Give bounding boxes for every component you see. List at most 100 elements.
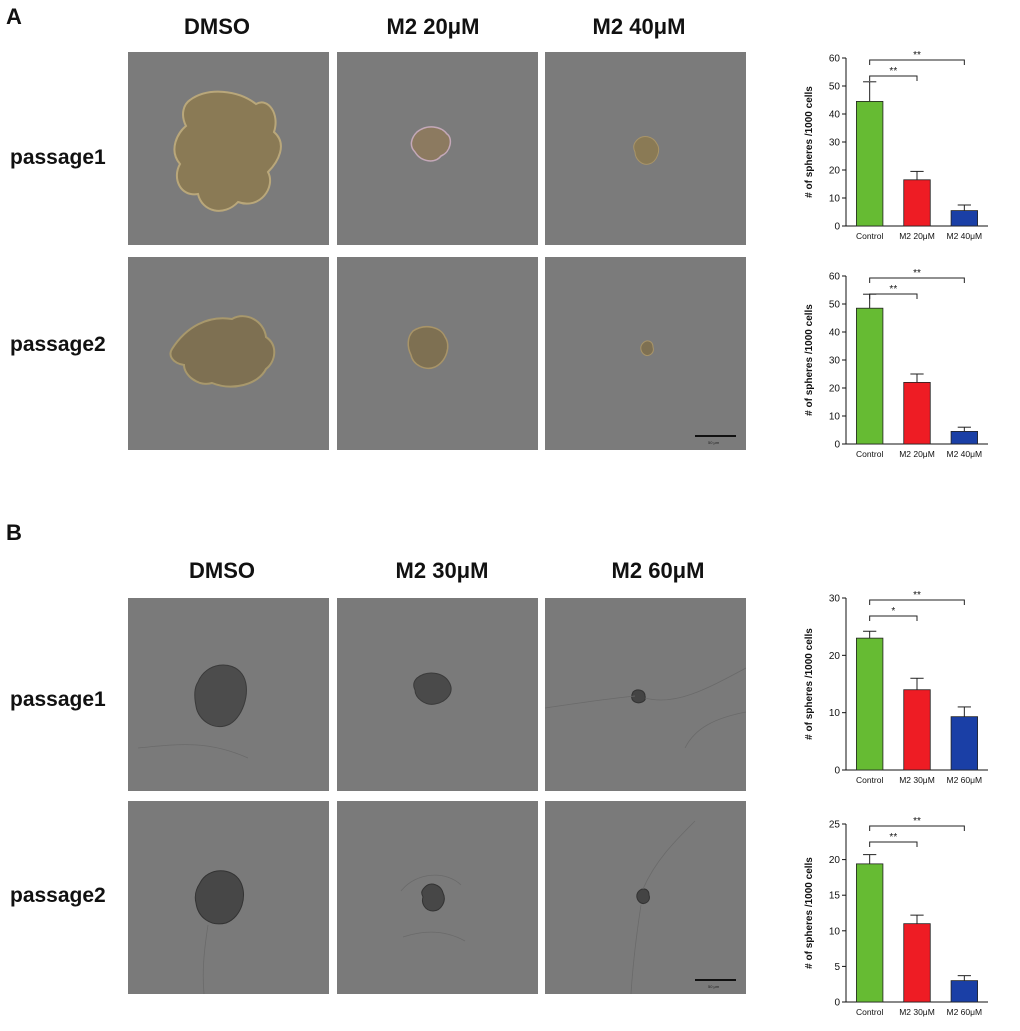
bar-2	[950, 210, 978, 227]
x-tick-label: M2 20μM	[899, 449, 935, 459]
significance-bracket	[869, 599, 965, 605]
y-tick-label: 10	[829, 708, 841, 719]
x-tick-label: Control	[856, 449, 884, 459]
significance-label: **	[889, 66, 897, 77]
sphere-image-a-p1-dmso	[128, 52, 329, 245]
panel-letter-b: B	[6, 520, 22, 545]
significance-label: **	[889, 284, 897, 295]
significance-label: **	[913, 268, 921, 279]
sphere-image-b-p1-high	[545, 598, 746, 791]
y-tick-label: 20	[829, 855, 841, 866]
significance-bracket	[869, 293, 918, 299]
sphere-image-a-p2-dmso	[128, 257, 329, 450]
y-tick-label: 30	[829, 594, 841, 605]
bar-0	[856, 863, 884, 1003]
bar-1	[903, 382, 931, 445]
x-tick-label: Control	[856, 775, 884, 785]
sphere-image-b-p2-dmso	[128, 801, 329, 994]
y-tick-label: 30	[829, 138, 841, 149]
scale-bar-label: 50 μm	[708, 440, 720, 445]
sphere-image-b-p1-dmso	[128, 598, 329, 791]
y-tick-label: 20	[829, 166, 841, 177]
y-tick-label: 0	[834, 222, 840, 233]
y-tick-label: 0	[834, 998, 840, 1009]
y-tick-label: 60	[829, 54, 841, 65]
x-tick-label: M2 40μM	[947, 449, 983, 459]
y-tick-label: 30	[829, 356, 841, 367]
significance-bracket	[869, 277, 965, 283]
row-label-passage1-a: passage1	[10, 146, 106, 169]
x-tick-label: M2 30μM	[899, 1007, 935, 1017]
significance-label: **	[889, 832, 897, 843]
significance-bracket	[869, 615, 918, 621]
x-tick-label: Control	[856, 231, 884, 241]
bar-chart-a-passage2: # of spheres /1000 cells 0 10 20 30 40 50 60 Con…	[792, 258, 1012, 473]
significance-label: **	[913, 50, 921, 61]
bar-2	[950, 716, 978, 771]
row-label-passage2-b: passage2	[10, 884, 106, 907]
significance-label: **	[913, 590, 921, 601]
x-tick-label: Control	[856, 1007, 884, 1017]
scale-bar	[695, 435, 736, 437]
scale-bar-label: 50 μm	[708, 984, 720, 989]
bar-chart-b-passage1: # of spheres /1000 cells 0 10 20 30 Control M2…	[792, 580, 1012, 799]
bar-chart-b-passage2: # of spheres /1000 cells 0 5 10 15 20 25 Contro…	[792, 806, 1012, 1031]
y-axis-label: # of spheres /1000 cells	[804, 857, 815, 969]
x-tick-label: M2 60μM	[947, 1007, 983, 1017]
bar-chart-a-passage1: # of spheres /1000 cells 0 10 20 30 40 50 60 Con…	[792, 40, 1012, 251]
y-tick-label: 40	[829, 328, 841, 339]
y-tick-label: 50	[829, 82, 841, 93]
y-tick-label: 10	[829, 194, 841, 205]
sphere-image-b-p2-high: 50 μm	[545, 801, 746, 994]
y-axis-label: # of spheres /1000 cells	[804, 86, 815, 198]
column-header-dmso-b: DMSO	[189, 558, 255, 583]
bar-2	[950, 980, 978, 1003]
x-tick-label: M2 60μM	[947, 775, 983, 785]
y-tick-label: 20	[829, 384, 841, 395]
sphere-image-a-p1-high	[545, 52, 746, 245]
significance-label: *	[891, 606, 895, 617]
x-tick-label: M2 30μM	[899, 775, 935, 785]
significance-bracket	[869, 825, 965, 831]
scale-bar	[695, 979, 736, 981]
y-tick-label: 0	[834, 440, 840, 451]
y-tick-label: 5	[834, 962, 840, 973]
row-label-passage1-b: passage1	[10, 688, 106, 711]
y-tick-label: 10	[829, 412, 841, 423]
column-header-high-dose-a: M2 40μM	[592, 14, 686, 39]
y-tick-label: 40	[829, 110, 841, 121]
bar-0	[856, 637, 884, 771]
significance-bracket	[869, 59, 965, 65]
y-tick-label: 20	[829, 651, 841, 662]
sphere-image-b-p2-low	[337, 801, 538, 994]
bar-2	[950, 430, 978, 445]
column-header-low-dose-b: M2 30μM	[395, 558, 489, 583]
panel-letter-a: A	[6, 4, 22, 29]
x-tick-label: M2 20μM	[899, 231, 935, 241]
significance-bracket	[869, 75, 918, 81]
sphere-image-a-p1-low	[337, 52, 538, 245]
y-tick-label: 15	[829, 891, 841, 902]
y-axis-label: # of spheres /1000 cells	[804, 628, 815, 740]
y-tick-label: 0	[834, 766, 840, 777]
bar-0	[856, 307, 884, 445]
sphere-image-a-p2-high: 50 μm	[545, 257, 746, 450]
sphere-image-a-p2-low	[337, 257, 538, 450]
y-tick-label: 50	[829, 300, 841, 311]
y-tick-label: 25	[829, 820, 841, 831]
y-axis-label: # of spheres /1000 cells	[804, 304, 815, 416]
bar-1	[903, 179, 931, 227]
sphere-image-b-p1-low	[337, 598, 538, 791]
x-tick-label: M2 40μM	[947, 231, 983, 241]
column-header-high-dose-b: M2 60μM	[611, 558, 705, 583]
bar-1	[903, 689, 931, 771]
y-tick-label: 60	[829, 272, 841, 283]
color-sphere	[173, 90, 282, 212]
y-tick-label: 10	[829, 926, 841, 937]
column-header-dmso-a: DMSO	[184, 14, 250, 39]
bar-1	[903, 923, 931, 1003]
significance-bracket	[869, 841, 918, 847]
row-label-passage2-a: passage2	[10, 333, 106, 356]
column-header-low-dose-a: M2 20μM	[386, 14, 480, 39]
significance-label: **	[913, 816, 921, 827]
